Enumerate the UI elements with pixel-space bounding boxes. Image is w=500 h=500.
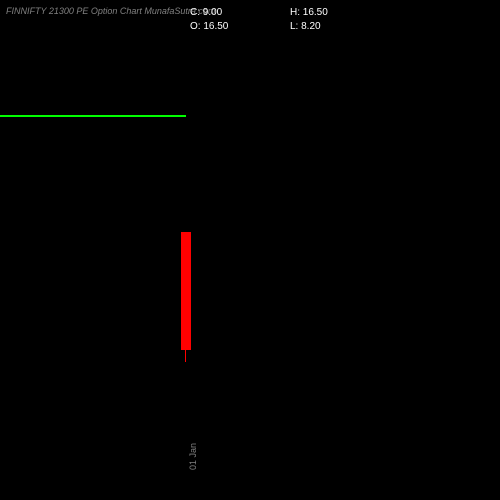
candle-lower-wick <box>185 350 186 362</box>
x-axis-date-label: 01 Jan <box>188 443 198 470</box>
candle-body <box>181 232 191 350</box>
moving-average-line <box>0 115 186 117</box>
chart-plot-area: 01 Jan <box>0 0 500 500</box>
